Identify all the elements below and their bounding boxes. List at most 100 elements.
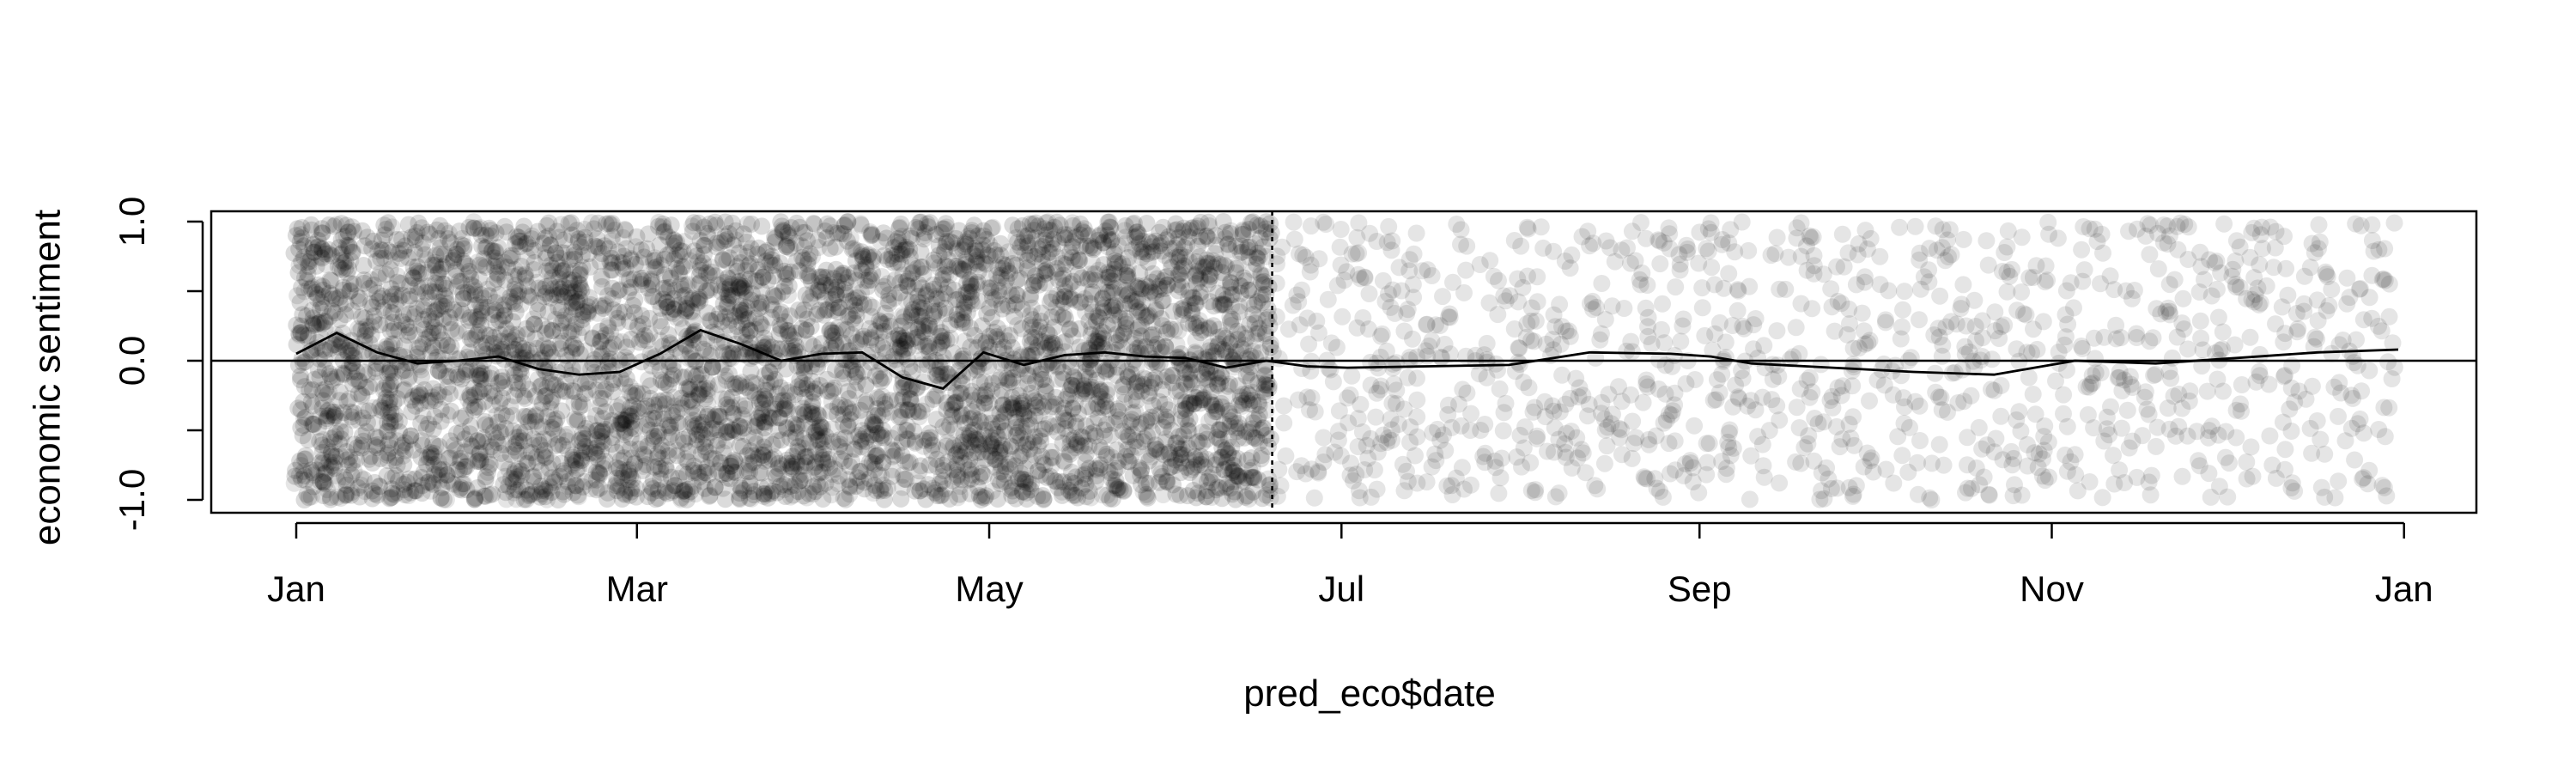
data-point xyxy=(1073,269,1091,287)
data-point xyxy=(361,318,380,335)
data-point xyxy=(1024,433,1042,451)
data-point xyxy=(747,435,765,453)
data-point xyxy=(525,436,543,454)
data-point xyxy=(1123,241,1141,259)
data-point xyxy=(742,362,760,380)
data-point xyxy=(327,216,345,234)
data-point xyxy=(1200,265,1218,283)
data-point xyxy=(976,386,994,404)
data-point xyxy=(393,362,411,380)
data-point xyxy=(2170,386,2188,403)
data-point xyxy=(477,468,495,486)
data-point xyxy=(494,372,512,390)
data-point xyxy=(1996,316,2014,334)
data-point xyxy=(523,227,541,245)
data-point xyxy=(685,457,703,475)
data-point xyxy=(878,479,896,497)
data-point xyxy=(2175,320,2193,338)
data-point xyxy=(320,383,338,401)
data-point xyxy=(409,258,427,276)
data-point xyxy=(675,258,693,276)
data-point xyxy=(840,399,857,417)
data-point xyxy=(822,321,839,339)
data-point xyxy=(672,489,690,507)
data-point xyxy=(442,402,460,420)
data-point xyxy=(299,253,317,271)
data-point xyxy=(614,228,632,247)
data-point xyxy=(1217,223,1235,241)
data-point xyxy=(1124,438,1142,456)
data-point xyxy=(679,276,697,294)
data-point xyxy=(550,467,568,485)
data-point xyxy=(1069,265,1087,283)
data-point xyxy=(783,338,801,356)
data-point xyxy=(424,380,442,398)
data-point xyxy=(2363,232,2381,249)
data-point xyxy=(683,365,702,383)
data-point xyxy=(1729,388,1747,406)
data-point xyxy=(1203,489,1221,506)
data-point xyxy=(2275,333,2293,351)
data-point xyxy=(331,289,349,306)
data-point xyxy=(442,320,460,338)
data-point xyxy=(1771,280,1789,298)
data-point xyxy=(1267,307,1285,326)
data-point xyxy=(908,307,927,325)
data-point xyxy=(293,253,311,271)
data-point xyxy=(552,313,570,332)
data-point xyxy=(385,321,403,338)
data-point xyxy=(781,384,799,402)
data-point xyxy=(1121,417,1139,435)
data-point xyxy=(400,305,418,323)
data-point xyxy=(1199,370,1217,388)
data-point xyxy=(1140,283,1158,301)
data-point xyxy=(962,275,980,293)
data-point xyxy=(673,280,691,298)
data-point xyxy=(944,374,962,392)
data-point xyxy=(986,439,1004,457)
data-point xyxy=(617,240,635,258)
data-point xyxy=(554,483,572,501)
data-point xyxy=(1518,218,1536,236)
data-point xyxy=(693,425,711,443)
data-point xyxy=(566,250,584,268)
data-point xyxy=(864,298,881,316)
data-point xyxy=(1137,277,1155,295)
data-point xyxy=(817,346,835,364)
data-point xyxy=(1319,290,1337,308)
data-point xyxy=(1790,344,1808,362)
data-point xyxy=(718,469,736,487)
data-point xyxy=(471,444,489,462)
data-point xyxy=(893,447,911,465)
data-point xyxy=(1747,310,1765,327)
data-point xyxy=(1213,438,1231,456)
data-point xyxy=(332,215,350,233)
data-point xyxy=(992,457,1010,475)
data-point xyxy=(341,283,359,301)
data-point xyxy=(481,384,499,402)
data-point xyxy=(2308,291,2326,309)
data-point xyxy=(2301,419,2319,437)
data-point xyxy=(579,304,597,321)
data-point xyxy=(504,473,522,491)
data-point xyxy=(1181,394,1199,412)
data-point xyxy=(790,301,807,319)
data-point xyxy=(2283,474,2301,492)
data-point xyxy=(622,419,640,437)
data-point xyxy=(737,346,755,364)
data-point xyxy=(1298,309,1316,327)
data-point xyxy=(827,336,845,354)
data-point xyxy=(2326,489,2344,507)
data-point xyxy=(1544,397,1561,415)
data-point xyxy=(1833,225,1851,243)
data-point xyxy=(1168,434,1186,452)
data-point xyxy=(837,320,855,338)
data-point xyxy=(590,239,607,257)
data-point xyxy=(977,487,995,505)
data-point xyxy=(2276,325,2294,343)
data-point xyxy=(961,229,979,247)
data-point xyxy=(386,412,404,430)
data-point xyxy=(1713,453,1731,471)
data-point xyxy=(963,224,981,241)
